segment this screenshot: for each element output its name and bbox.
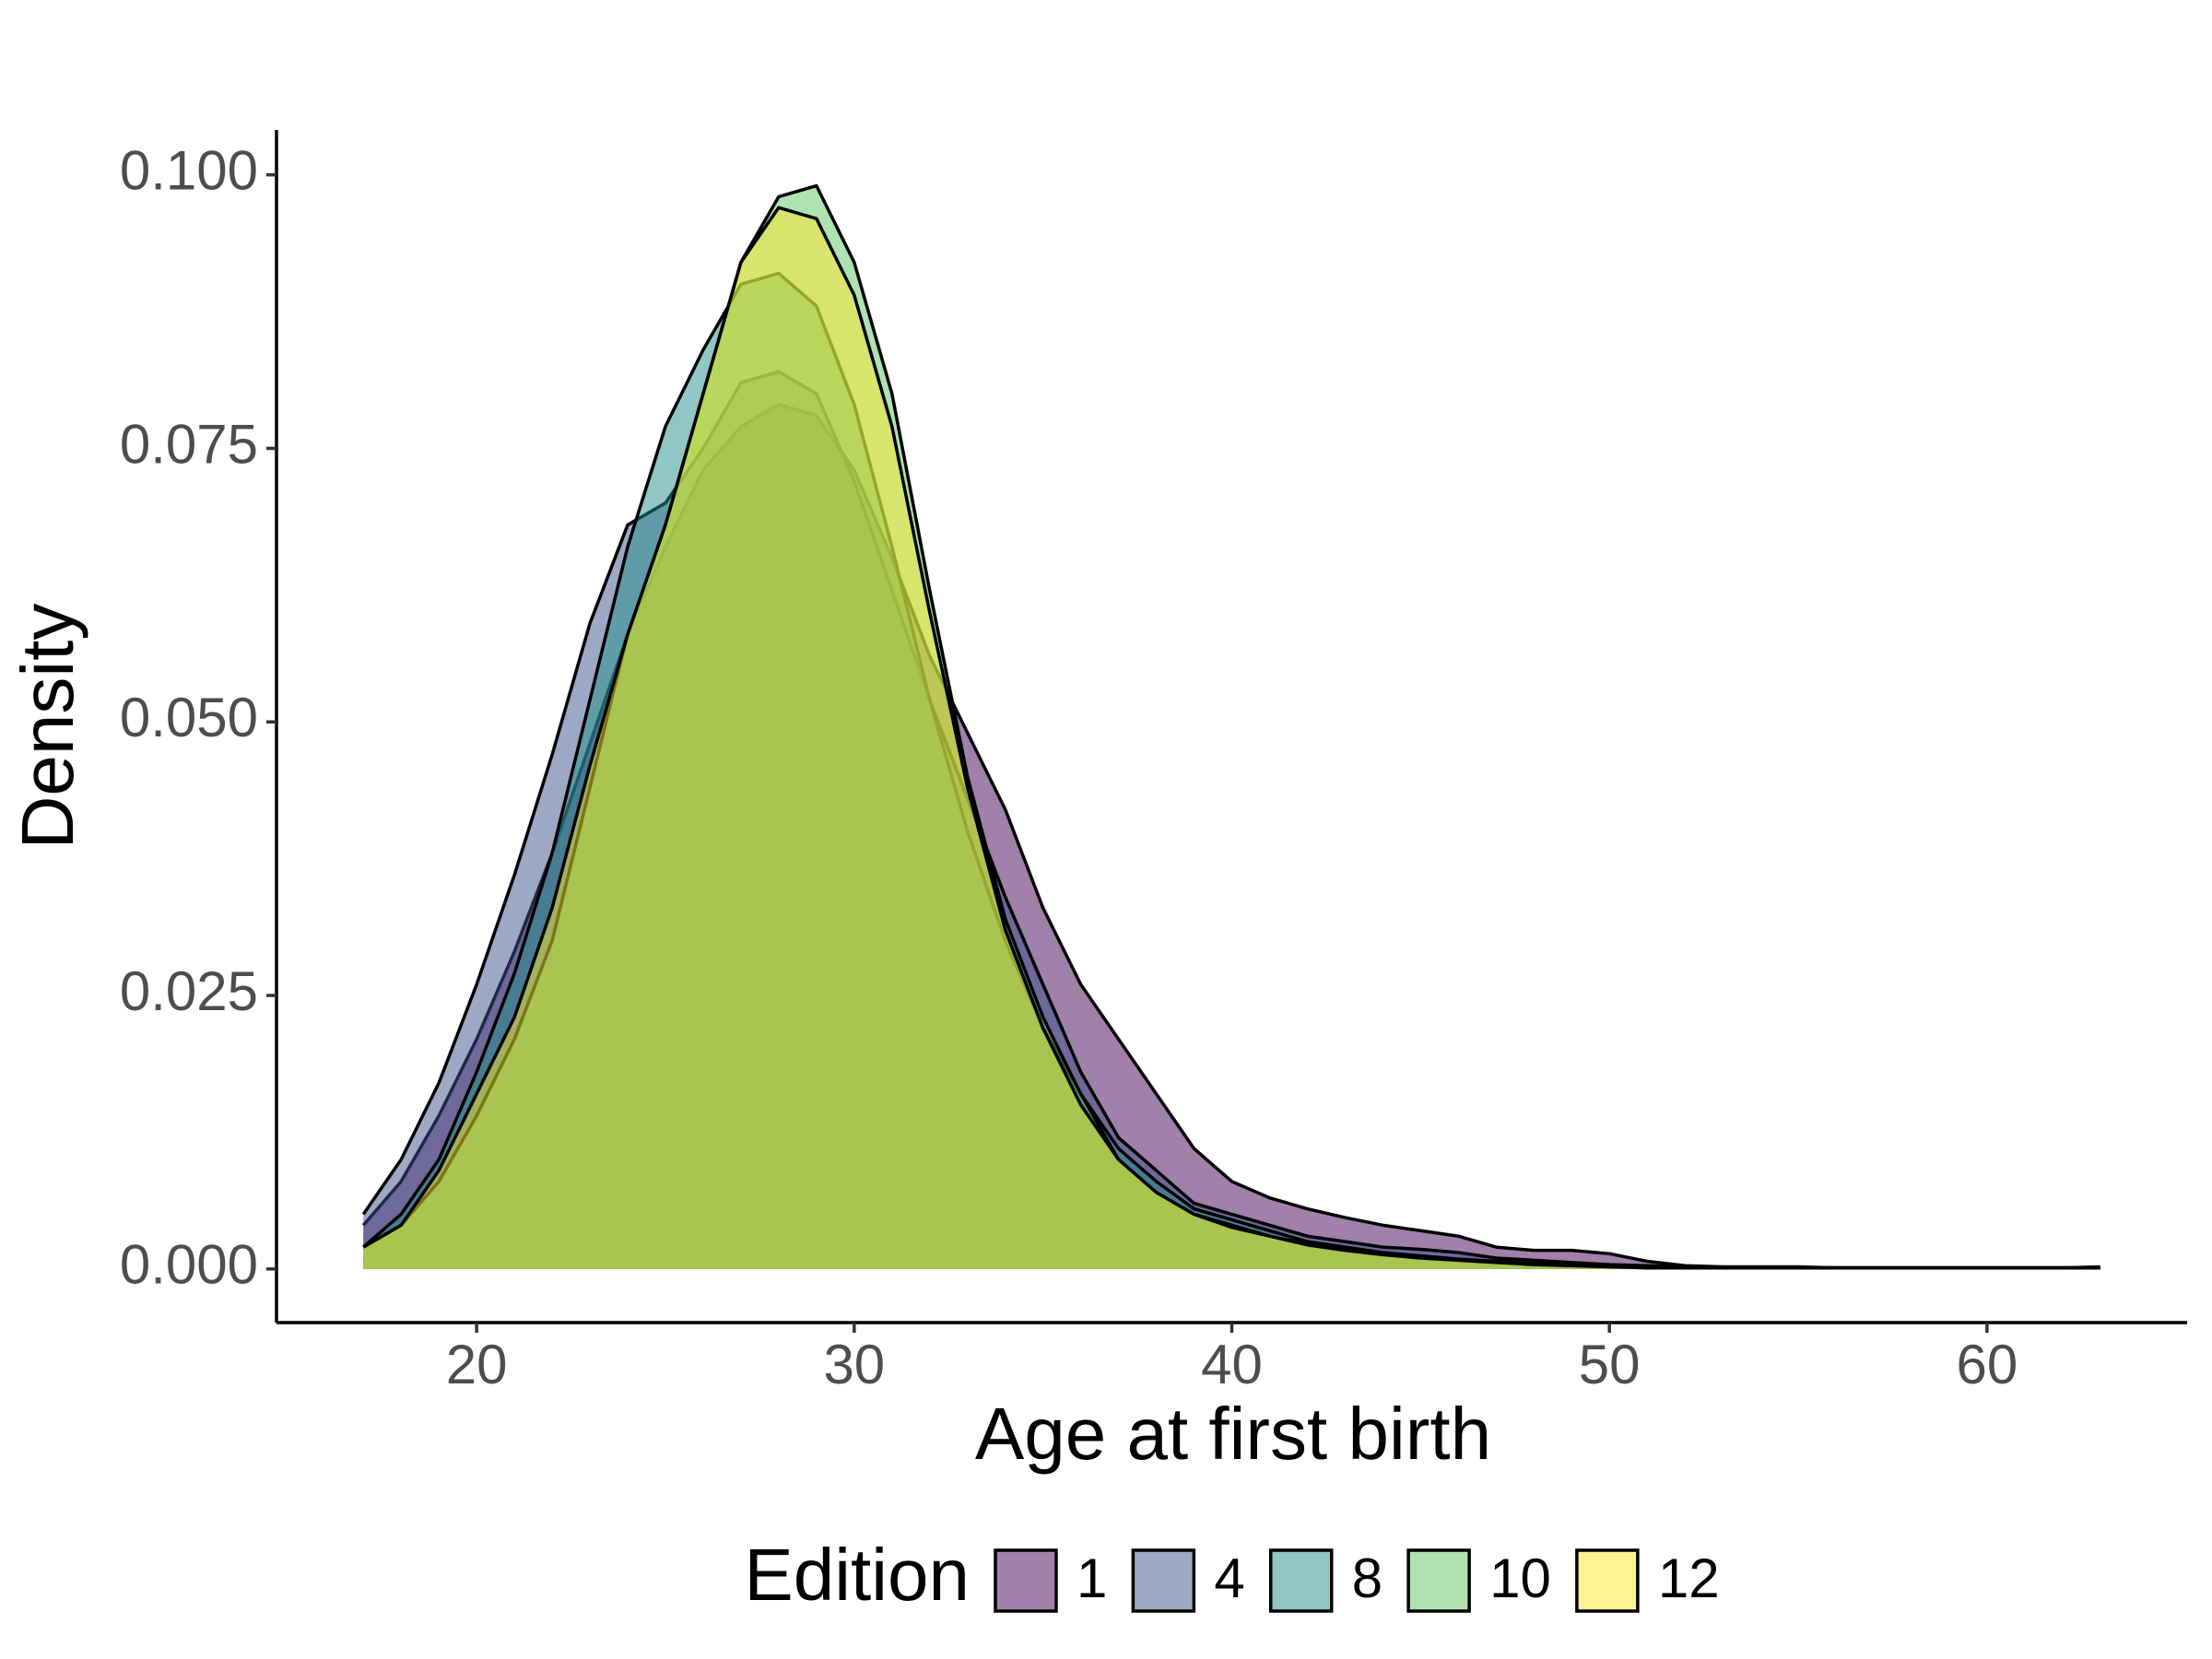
legend-label: 8 (1352, 1547, 1382, 1609)
x-tick-label: 40 (1201, 1334, 1263, 1395)
legend-key (1268, 1548, 1334, 1613)
legend-key (1131, 1548, 1196, 1613)
legend-title: Edition (744, 1534, 970, 1616)
density-line (362, 206, 2100, 1270)
legend-key (1406, 1548, 1471, 1613)
legend-label: 4 (1214, 1547, 1244, 1609)
legend-key (1575, 1548, 1640, 1613)
x-tick-label: 20 (446, 1334, 508, 1395)
y-tick-label: 0.025 (120, 960, 258, 1022)
x-tick-label: 30 (823, 1334, 885, 1395)
legend-label: 1 (1077, 1547, 1107, 1609)
y-axis-title: Density (6, 604, 88, 850)
x-tick-label: 50 (1579, 1334, 1641, 1395)
legend-label: 12 (1658, 1547, 1720, 1609)
y-tick-label: 0.000 (120, 1234, 258, 1296)
legend-key (994, 1548, 1058, 1613)
y-tick-label: 0.075 (120, 413, 258, 475)
legend-label: 10 (1489, 1547, 1551, 1609)
density-area (363, 207, 2100, 1269)
legend: Edition 1 4 8 10 12 (744, 1534, 1719, 1616)
y-tick-label: 0.050 (120, 687, 258, 748)
x-tick-label: 60 (1956, 1334, 2018, 1395)
x-axis-title: Age at first birth (975, 1393, 1491, 1475)
y-tick-label: 0.100 (120, 140, 258, 202)
